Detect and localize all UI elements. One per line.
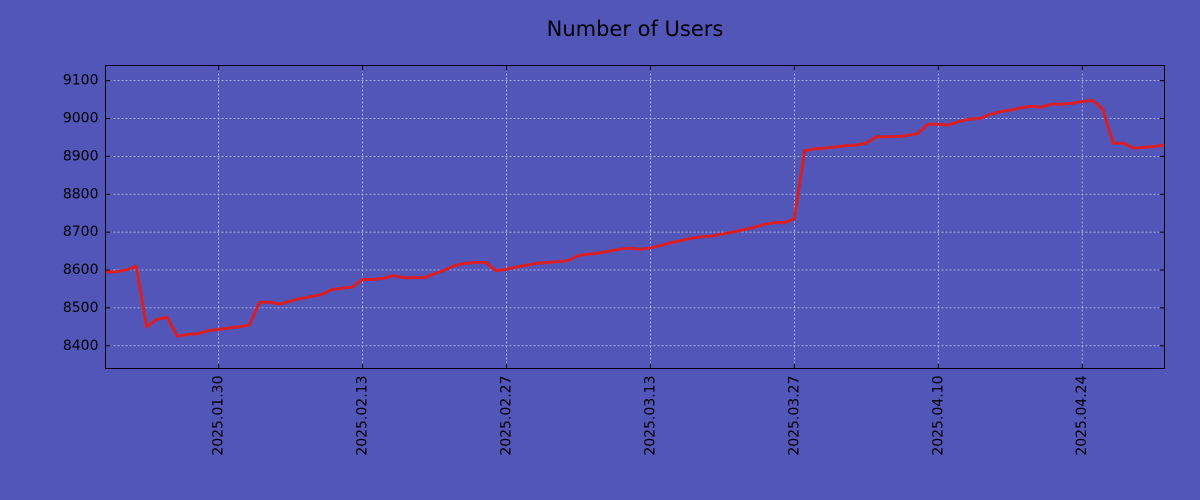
y-tick-label: 9100 bbox=[63, 73, 99, 89]
x-tick-label: 2025.02.13 bbox=[355, 376, 371, 456]
y-tick-label: 8700 bbox=[63, 224, 99, 240]
y-tick-label: 9000 bbox=[63, 111, 99, 127]
y-tick-label: 8800 bbox=[63, 186, 99, 202]
x-tick-label: 2025.03.13 bbox=[642, 376, 658, 456]
x-tick-label: 2025.04.24 bbox=[1074, 375, 1090, 455]
y-tick-label: 8900 bbox=[63, 148, 99, 164]
chart-title: Number of Users bbox=[547, 17, 724, 41]
x-tick-label: 2025.04.10 bbox=[930, 376, 946, 456]
x-tick-label: 2025.01.30 bbox=[211, 376, 227, 456]
plot-area: 8400 8500 8600 8700 8800 8900 9000 9100 2025.01.… bbox=[63, 65, 1165, 456]
y-tick-label: 8400 bbox=[63, 338, 99, 354]
y-tick-label: 8600 bbox=[63, 262, 99, 278]
y-tick-label: 8500 bbox=[63, 300, 99, 316]
x-tick-label: 2025.02.27 bbox=[498, 376, 514, 456]
x-tick-label: 2025.03.27 bbox=[786, 376, 802, 456]
data-line bbox=[105, 98, 1165, 338]
plot-frame bbox=[105, 65, 1165, 369]
